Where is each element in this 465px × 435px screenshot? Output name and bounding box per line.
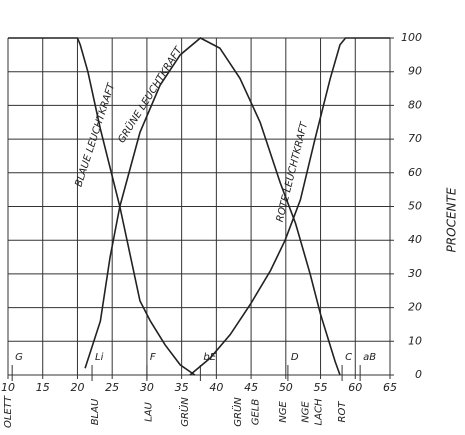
x-tick-label: 55: [314, 381, 328, 394]
color-name: OLETT: [3, 395, 14, 428]
color-name: NGE: [300, 401, 311, 423]
color-name: NGE: [278, 401, 289, 423]
y-tick-label: 0: [415, 368, 422, 381]
y-tick-label: 10: [408, 334, 422, 347]
y-tick-label: 50: [408, 200, 422, 213]
y-tick-label: 40: [408, 233, 422, 246]
spectral-line-label: aB: [363, 352, 376, 363]
x-tick-label: 25: [105, 381, 119, 394]
color-name: LACH: [313, 398, 324, 425]
x-tick-label: 50: [279, 381, 293, 394]
x-tick-label: 65: [383, 381, 397, 394]
y-tick-label: 90: [408, 65, 422, 78]
curve-label: ROTE LEUCHTKRAFT: [275, 120, 311, 223]
y-tick-label: 60: [408, 166, 422, 179]
curve-label: GRÜNE LEUCHTKRAFT: [115, 43, 185, 145]
y-tick-label: 100: [401, 31, 422, 44]
curve: [84, 37, 341, 376]
color-name: GRÜN: [178, 397, 191, 427]
x-tick-label: 35: [175, 381, 189, 394]
spectral-line-label: D: [291, 352, 299, 363]
color-name: ROT: [337, 401, 348, 423]
curve: [189, 37, 390, 376]
spectral-line-label: F: [150, 352, 156, 363]
spectral-line-label: G: [15, 352, 23, 363]
x-tick-label: 60: [348, 381, 362, 394]
x-tick-label: 15: [36, 381, 50, 394]
color-name: GRÜN: [231, 397, 244, 427]
color-name: BLAU: [90, 398, 101, 425]
spectral-line-label: Li: [95, 352, 104, 363]
x-tick-label: 20: [70, 381, 84, 394]
spectral-line-label: C: [345, 352, 352, 363]
color-name: GELB: [250, 399, 261, 426]
x-tick-label: 30: [140, 381, 154, 394]
color-name: LAU: [143, 401, 154, 421]
y-tick-label: 20: [408, 301, 422, 314]
x-tick-label: 40: [209, 381, 223, 394]
y-tick-label: 80: [408, 98, 422, 111]
y-tick-label: 30: [408, 267, 422, 280]
x-tick-label: 10: [1, 381, 15, 394]
y-axis-label: PROCENTE: [445, 187, 459, 252]
x-tick-label: 45: [244, 381, 258, 394]
y-tick-label: 70: [408, 132, 422, 145]
